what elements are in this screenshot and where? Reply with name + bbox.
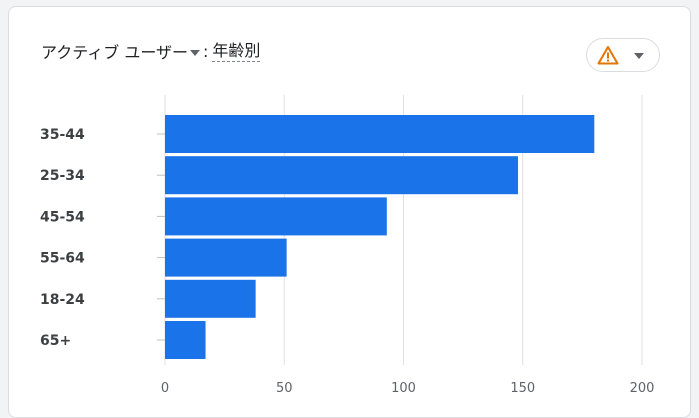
bar-45-54[interactable] xyxy=(165,197,387,236)
x-tick-label: 200 xyxy=(630,381,655,396)
warning-triangle-icon xyxy=(597,46,619,65)
bar-65+[interactable] xyxy=(165,321,206,359)
category-label: 65+ xyxy=(40,333,71,349)
chart-header: アクティブ ユーザー : 年齢別 xyxy=(41,37,261,65)
category-label: 18-24 xyxy=(40,292,85,308)
category-label: 55-64 xyxy=(40,251,85,267)
bar-18-24[interactable] xyxy=(165,279,256,318)
category-label: 25-34 xyxy=(40,168,85,184)
header-colon: : xyxy=(203,41,209,61)
bar-25-34[interactable] xyxy=(165,156,518,195)
dimension-selector[interactable]: 年齢別 xyxy=(212,40,261,62)
x-tick-label: 100 xyxy=(391,381,416,396)
bar-35-44[interactable] xyxy=(165,115,595,153)
category-label: 45-54 xyxy=(40,209,85,225)
metric-selector[interactable]: アクティブ ユーザー xyxy=(41,43,189,62)
warning-dropdown-button[interactable] xyxy=(586,38,660,72)
metric-caret-icon[interactable] xyxy=(190,50,201,56)
x-tick-label: 50 xyxy=(276,381,293,396)
chart-card: アクティブ ユーザー : 年齢別 xyxy=(8,6,691,418)
caret-down-icon xyxy=(634,53,644,59)
x-tick-label: 0 xyxy=(161,381,169,396)
x-tick-label: 150 xyxy=(510,381,535,396)
bar-55-64[interactable] xyxy=(165,238,287,277)
category-label: 35-44 xyxy=(40,127,85,143)
